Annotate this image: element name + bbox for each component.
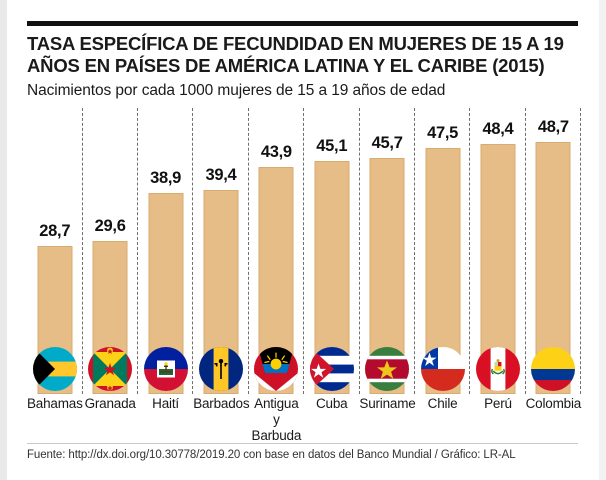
flag-barbados-icon [198, 347, 243, 391]
category-label: Chile [415, 396, 471, 412]
bar-value-label: 28,7 [39, 221, 71, 240]
category-label-line1: Perú [484, 396, 512, 411]
page-subtitle: Nacimientos por cada 1000 mujeres de 15 … [27, 82, 446, 99]
category-separator [303, 108, 305, 394]
category-separator [469, 108, 471, 394]
category-label: Antigua y Barbuda [249, 396, 305, 445]
category-separator [580, 108, 582, 394]
flag-haiti-icon [143, 347, 188, 391]
category-label: Cuba [304, 396, 360, 412]
category-label-line1: Cuba [316, 396, 348, 411]
category-label-line1: Colombia [525, 396, 582, 411]
category-separator [414, 108, 415, 394]
flag-row [0, 347, 606, 393]
page-title: TASA ESPECÍFICA DE FECUNDIDAD EN MUJERES… [27, 33, 587, 76]
category-separator [358, 108, 360, 394]
category-separator [192, 108, 194, 394]
bar-value-label: 38,9 [150, 168, 182, 187]
flag-bahamas-icon [32, 347, 77, 391]
category-label: Perú [470, 396, 526, 412]
bar-value-label: 39,4 [205, 166, 237, 185]
flag-chile-icon [420, 347, 465, 391]
top-rule [27, 21, 578, 26]
flag-suriname-icon [365, 347, 410, 391]
category-label-line1: Suriname [359, 396, 416, 411]
flag-grenada-icon [88, 347, 133, 391]
category-separator [247, 108, 249, 394]
category-label-row: Bahamas Granada Haití Barbados Antigua y Barb… [0, 396, 606, 443]
category-label-line1: Chile [427, 396, 458, 411]
right-edge-strip [599, 0, 606, 480]
page-title-line1: TASA ESPECÍFICA DE FECUNDIDAD EN MUJERES… [27, 33, 564, 54]
category-label: Bahamas [27, 396, 83, 412]
category-label: Haití [138, 396, 194, 412]
flag-antigua-barbuda-icon [254, 347, 299, 391]
category-label: Suriname [359, 396, 415, 412]
category-label: Barbados [193, 396, 249, 412]
page-title-line2: AÑOS EN PAÍSES DE AMÉRICA LATINA Y EL CA… [27, 54, 545, 76]
bar-value-label: 48,7 [537, 118, 569, 136]
category-separator [81, 108, 83, 394]
flag-colombia-icon [531, 347, 576, 391]
category-label-line1: Granada [84, 396, 136, 411]
bar-value-label: 29,6 [94, 216, 126, 235]
footer-divider [27, 443, 578, 444]
category-label-line2: y Barbuda [251, 412, 302, 444]
category-label-line1: Barbados [193, 396, 250, 411]
flag-cuba-icon [309, 347, 354, 391]
source-note: Fuente: http://dx.doi.org/10.30778/2019.… [27, 449, 516, 461]
category-separator [137, 108, 138, 394]
category-label: Granada [82, 396, 138, 412]
category-label-line1: Bahamas [27, 396, 83, 411]
bar-value-label: 45,7 [371, 133, 403, 152]
category-label-line1: Haití [152, 396, 179, 411]
category-label-line1: Antigua [254, 396, 299, 411]
bar-value-label: 47,5 [427, 124, 459, 143]
bar-value-label: 45,1 [316, 136, 348, 155]
category-label: Colombia [526, 396, 582, 412]
category-separator [524, 108, 526, 394]
flag-peru-icon [475, 347, 520, 391]
bar-value-label: 43,9 [260, 142, 292, 161]
bar-value-label: 48,4 [482, 119, 514, 138]
left-edge-strip [0, 0, 7, 480]
